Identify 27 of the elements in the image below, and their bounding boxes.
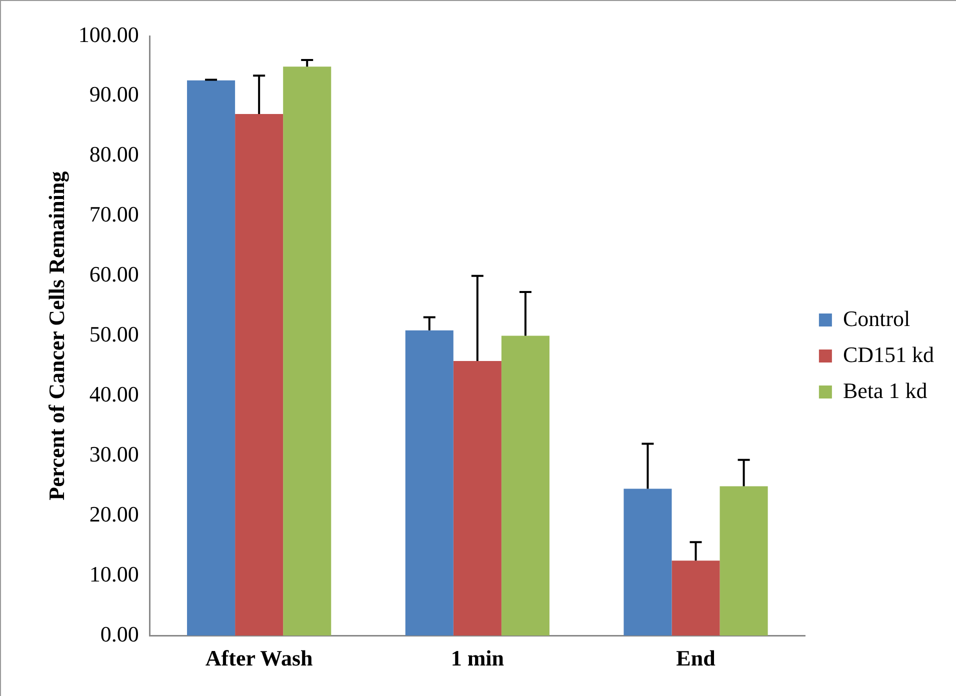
bar bbox=[405, 330, 454, 636]
y-tick-label: 90.00 bbox=[89, 82, 139, 107]
y-tick-label: 40.00 bbox=[89, 382, 139, 407]
y-tick-label: 20.00 bbox=[89, 501, 139, 526]
x-tick-label: After Wash bbox=[205, 645, 313, 670]
legend-label: Beta 1 kd bbox=[842, 378, 928, 403]
bar bbox=[720, 486, 768, 636]
bar bbox=[283, 66, 332, 636]
legend-label: Control bbox=[842, 306, 910, 331]
y-tick-label: 50.00 bbox=[89, 322, 139, 347]
bar bbox=[235, 114, 284, 636]
legend-label: CD151 kd bbox=[842, 342, 934, 367]
x-tick-label: 1 min bbox=[450, 645, 504, 670]
y-tick-label: 70.00 bbox=[89, 202, 139, 227]
bar bbox=[501, 336, 550, 636]
y-tick-label: 10.00 bbox=[89, 561, 139, 586]
y-tick-label: 80.00 bbox=[89, 142, 139, 167]
y-tick-label: 30.00 bbox=[89, 442, 139, 466]
x-tick-label: End bbox=[676, 645, 716, 670]
y-tick-label: 0.00 bbox=[100, 621, 139, 646]
bar bbox=[187, 80, 236, 636]
bar bbox=[672, 560, 720, 636]
y-tick-label: 100.00 bbox=[78, 22, 139, 47]
y-axis-title: Percent of Cancer Cells Remaining bbox=[44, 171, 69, 500]
bar bbox=[624, 488, 672, 636]
bar bbox=[453, 360, 502, 636]
y-tick-label: 60.00 bbox=[89, 262, 139, 287]
